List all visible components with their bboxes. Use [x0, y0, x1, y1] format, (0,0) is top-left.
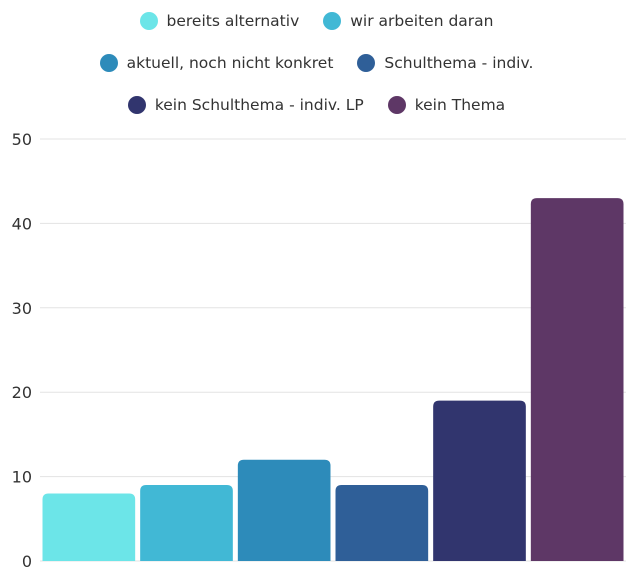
y-tick-label: 30	[12, 299, 32, 318]
legend-label: aktuell, noch nicht konkret	[126, 54, 334, 72]
legend-row: kein Schulthema - indiv. LP kein Thema	[0, 84, 633, 126]
legend-marker	[139, 12, 158, 30]
bar[interactable]	[140, 485, 233, 561]
bar[interactable]	[335, 485, 429, 561]
legend-label: bereits alternativ	[166, 12, 300, 30]
legend-row: bereits alternativ wir arbeiten daran	[0, 0, 633, 42]
legend-label: wir arbeiten daran	[350, 12, 494, 30]
bar[interactable]	[433, 400, 526, 561]
y-tick-label: 0	[22, 552, 32, 571]
legend-row: aktuell, noch nicht konkret Schulthema - …	[0, 42, 633, 84]
legend-marker	[387, 96, 406, 114]
legend-label: Schulthema - indiv.	[384, 54, 534, 72]
legend-marker	[357, 54, 376, 72]
bar[interactable]	[42, 493, 136, 561]
y-tick-label: 50	[12, 130, 32, 149]
y-tick-label: 10	[12, 468, 32, 487]
legend-item[interactable]: kein Thema	[387, 96, 506, 114]
legend-item[interactable]: aktuell, noch nicht konkret	[99, 54, 334, 72]
legend-marker	[323, 12, 342, 30]
legend-item[interactable]: wir arbeiten daran	[323, 12, 493, 30]
legend-label: kein Schulthema - indiv. LP	[154, 96, 364, 114]
legend-marker	[99, 54, 118, 72]
bar[interactable]	[237, 459, 331, 561]
legend-item[interactable]: Schulthema - indiv.	[357, 54, 533, 72]
bar[interactable]	[530, 198, 624, 561]
legend-label: kein Thema	[414, 96, 506, 114]
chart-legend: bereits alternativ wir arbeiten daran aktu…	[0, 0, 633, 126]
legend-item[interactable]: kein Schulthema - indiv. LP	[127, 96, 364, 114]
y-tick-label: 40	[12, 214, 32, 233]
y-tick-label: 20	[12, 383, 32, 402]
legend-marker	[127, 96, 146, 114]
legend-item[interactable]: bereits alternativ	[139, 12, 300, 30]
